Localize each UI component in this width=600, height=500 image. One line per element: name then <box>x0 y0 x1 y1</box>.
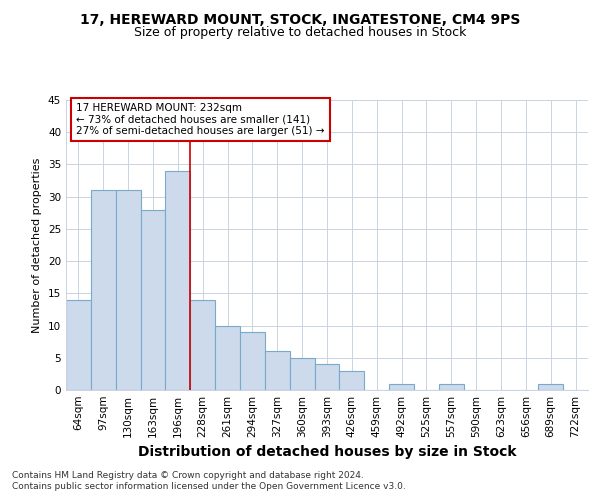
Text: Contains HM Land Registry data © Crown copyright and database right 2024.: Contains HM Land Registry data © Crown c… <box>12 471 364 480</box>
Bar <box>116 190 140 390</box>
Bar <box>91 190 116 390</box>
Bar <box>240 332 265 390</box>
Bar <box>140 210 166 390</box>
Text: 17 HEREWARD MOUNT: 232sqm
← 73% of detached houses are smaller (141)
27% of semi: 17 HEREWARD MOUNT: 232sqm ← 73% of detac… <box>76 103 325 136</box>
Text: Contains public sector information licensed under the Open Government Licence v3: Contains public sector information licen… <box>12 482 406 491</box>
X-axis label: Distribution of detached houses by size in Stock: Distribution of detached houses by size … <box>138 446 516 460</box>
Bar <box>66 300 91 390</box>
Bar <box>166 171 190 390</box>
Bar <box>190 300 215 390</box>
Bar <box>439 384 464 390</box>
Bar <box>215 326 240 390</box>
Text: 17, HEREWARD MOUNT, STOCK, INGATESTONE, CM4 9PS: 17, HEREWARD MOUNT, STOCK, INGATESTONE, … <box>80 12 520 26</box>
Bar <box>265 352 290 390</box>
Bar <box>538 384 563 390</box>
Bar <box>290 358 314 390</box>
Bar <box>340 370 364 390</box>
Bar <box>314 364 340 390</box>
Y-axis label: Number of detached properties: Number of detached properties <box>32 158 43 332</box>
Text: Size of property relative to detached houses in Stock: Size of property relative to detached ho… <box>134 26 466 39</box>
Bar <box>389 384 414 390</box>
